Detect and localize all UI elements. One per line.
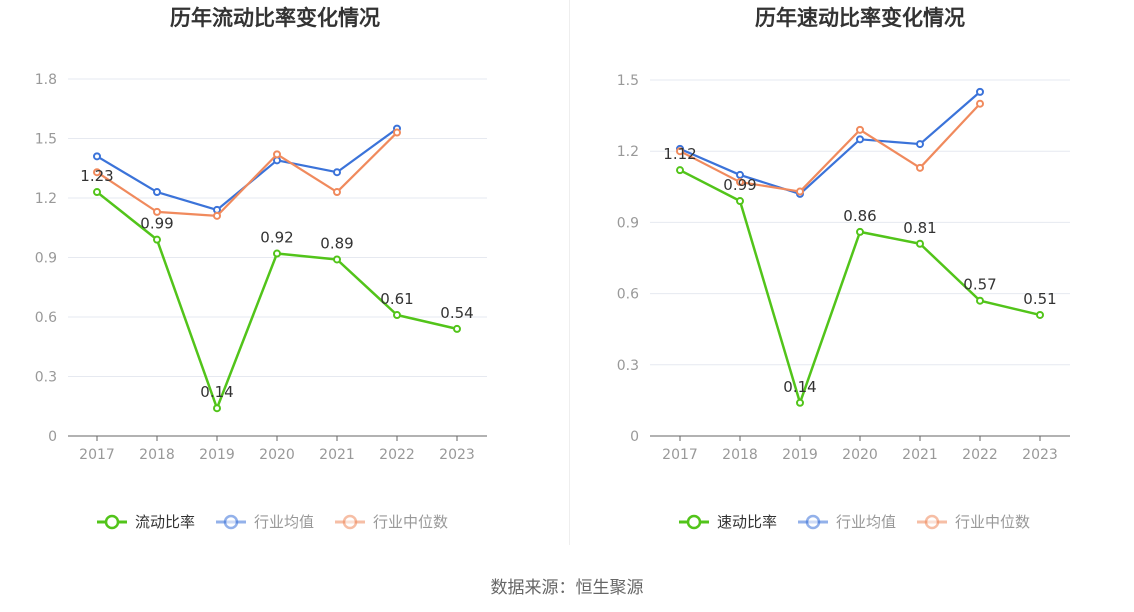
legend-label: 流动比率 xyxy=(135,513,195,531)
x-tick-label: 2021 xyxy=(902,447,938,463)
x-tick-label: 2019 xyxy=(782,447,818,463)
x-tick-label: 2017 xyxy=(79,447,115,463)
x-tick-label: 2023 xyxy=(1022,447,1058,463)
y-tick-label: 0.3 xyxy=(35,370,57,386)
data-point xyxy=(453,324,461,333)
data-point xyxy=(153,188,161,197)
chart-title: 历年速动比率变化情况 xyxy=(755,6,965,30)
data-point xyxy=(333,255,341,264)
x-tick-label: 2023 xyxy=(439,447,475,463)
data-point xyxy=(856,135,864,144)
y-tick-label: 1.2 xyxy=(617,144,639,160)
data-point xyxy=(153,235,161,244)
legend-marker xyxy=(805,514,821,530)
data-label: 0.89 xyxy=(320,234,353,252)
data-point xyxy=(213,404,221,413)
y-tick-label: 0.3 xyxy=(617,358,639,374)
data-source-note: 数据来源：恒生聚源 xyxy=(490,578,644,598)
data-point xyxy=(796,187,804,196)
y-tick-label: 1.5 xyxy=(617,73,639,89)
data-label: 0.81 xyxy=(903,219,936,237)
x-tick-label: 2018 xyxy=(722,447,758,463)
data-point xyxy=(856,227,864,236)
data-point xyxy=(1036,310,1044,319)
data-point xyxy=(393,311,401,320)
data-label: 0.14 xyxy=(783,378,816,396)
data-point xyxy=(796,398,804,407)
data-point xyxy=(976,99,984,108)
x-tick-label: 2020 xyxy=(842,447,878,463)
y-tick-label: 0 xyxy=(630,429,639,445)
data-point xyxy=(153,207,161,216)
y-tick-label: 0 xyxy=(48,429,57,445)
data-point xyxy=(393,128,401,137)
data-point xyxy=(916,163,924,172)
series-line-2 xyxy=(679,102,981,193)
y-tick-label: 0.9 xyxy=(617,215,639,231)
data-point xyxy=(273,150,281,159)
data-point xyxy=(93,188,101,197)
data-point xyxy=(213,211,221,220)
data-label: 0.57 xyxy=(963,276,996,294)
x-tick-label: 2021 xyxy=(319,447,355,463)
data-label: 0.86 xyxy=(843,207,876,225)
data-label: 0.99 xyxy=(140,215,173,233)
data-point xyxy=(676,147,684,156)
legend-label: 行业均值 xyxy=(836,513,896,531)
legend-marker xyxy=(686,514,702,530)
data-point xyxy=(736,197,744,206)
data-label: 0.54 xyxy=(440,304,473,322)
data-point xyxy=(273,249,281,258)
data-point xyxy=(93,168,101,177)
y-tick-label: 0.9 xyxy=(35,251,57,267)
quick-ratio-chart: 历年速动比率变化情况 0 0.3 0.6 0.9 1.2 1.5 2017 2018 2019 20… xyxy=(617,6,1070,531)
data-point xyxy=(333,168,341,177)
data-point xyxy=(976,87,984,96)
data-point xyxy=(976,296,984,305)
legend-label: 行业均值 xyxy=(254,513,314,531)
data-point xyxy=(856,125,864,134)
data-label: 1.23 xyxy=(80,167,113,185)
data-point xyxy=(736,178,744,187)
current-ratio-chart: 历年流动比率变化情况 0 0.3 0.6 0.9 1.2 1.5 1.8 2017 2018 201… xyxy=(35,6,487,531)
data-label: 0.51 xyxy=(1023,290,1056,308)
data-label: 1.12 xyxy=(663,145,696,163)
data-point xyxy=(93,152,101,161)
y-tick-label: 1.2 xyxy=(35,191,57,207)
data-label: 0.61 xyxy=(380,290,413,308)
x-tick-label: 2017 xyxy=(662,447,698,463)
data-label: 0.92 xyxy=(260,229,293,247)
x-tick-label: 2018 xyxy=(139,447,175,463)
y-tick-label: 1.8 xyxy=(35,72,57,88)
chart-title: 历年流动比率变化情况 xyxy=(170,6,380,30)
data-point xyxy=(333,188,341,197)
x-tick-label: 2020 xyxy=(259,447,295,463)
legend-label: 行业中位数 xyxy=(373,513,448,531)
series-line-2 xyxy=(96,131,398,217)
x-tick-label: 2022 xyxy=(962,447,998,463)
legend-marker xyxy=(342,514,358,530)
y-tick-label: 0.6 xyxy=(35,310,57,326)
x-tick-label: 2019 xyxy=(199,447,235,463)
legend-marker xyxy=(104,514,120,530)
data-point xyxy=(676,166,684,175)
legend-marker xyxy=(223,514,239,530)
chart-divider xyxy=(569,0,570,545)
legend-label: 速动比率 xyxy=(717,513,777,531)
data-point xyxy=(916,140,924,149)
y-tick-label: 1.5 xyxy=(35,132,57,148)
y-tick-label: 0.6 xyxy=(617,287,639,303)
data-label: 0.99 xyxy=(723,176,756,194)
series-line-1 xyxy=(679,91,981,196)
data-point xyxy=(736,170,744,179)
legend-marker xyxy=(924,514,940,530)
data-label: 0.14 xyxy=(200,383,233,401)
legend-label: 行业中位数 xyxy=(955,513,1030,531)
x-tick-label: 2022 xyxy=(379,447,415,463)
data-point xyxy=(916,239,924,248)
